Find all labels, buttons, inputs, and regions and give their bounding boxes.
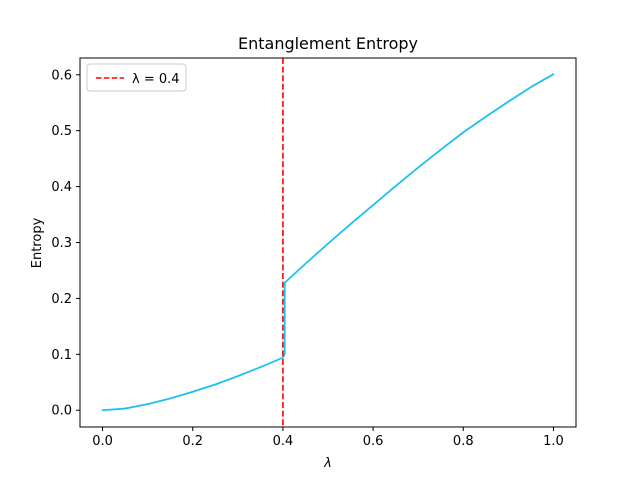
axis-ticks: 0.0 0.2 0.4 0.6 0.8 1.0 0.0 0.1 0.2 0.3 0.4 0.5 0.6: [51, 68, 563, 449]
legend: λ = 0.4: [86, 63, 187, 92]
y-tick-label: 0.3: [51, 236, 72, 251]
entropy-series-line: [101, 73, 555, 412]
legend-label: λ = 0.4: [132, 72, 180, 87]
y-axis-label: Entropy: [30, 217, 45, 268]
x-tick-label: 0.2: [182, 434, 203, 449]
x-tick-label: 0.0: [92, 434, 113, 449]
x-tick-label: 0.4: [273, 434, 294, 449]
y-tick-label: 0.0: [51, 404, 72, 419]
y-tick-label: 0.1: [51, 348, 72, 363]
y-tick-label: 0.2: [51, 292, 72, 307]
legend-box: [86, 63, 187, 92]
plot-area: [101, 58, 555, 427]
axes-frame: [79, 57, 577, 428]
y-tick-label: 0.6: [51, 68, 72, 83]
x-tick-label: 1.0: [543, 434, 564, 449]
chart-title: Entanglement Entropy: [238, 34, 418, 53]
y-tick-label: 0.5: [51, 124, 72, 139]
x-tick-label: 0.8: [453, 434, 474, 449]
x-tick-label: 0.6: [363, 434, 384, 449]
x-axis-label: λ: [323, 456, 332, 471]
y-tick-label: 0.4: [51, 180, 72, 195]
